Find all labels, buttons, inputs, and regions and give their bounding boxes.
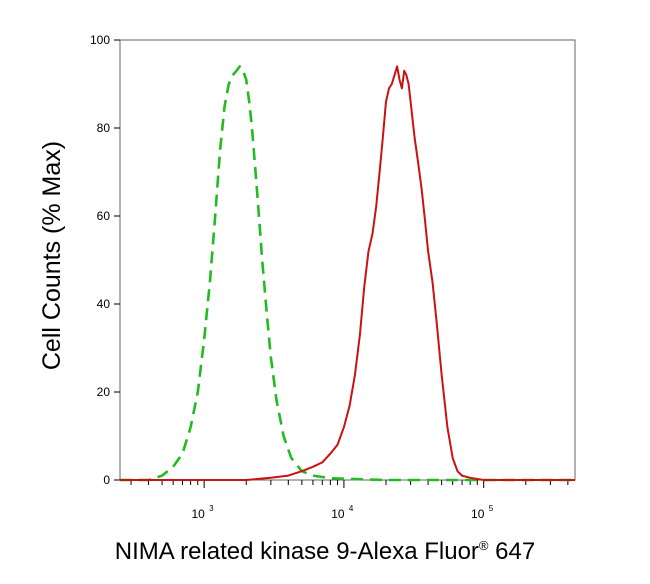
x-tick-label: 10 — [331, 507, 345, 521]
y-tick-label: 0 — [103, 473, 110, 487]
x-tick-label: 10 — [191, 507, 205, 521]
y-tick-labels: 0 20 40 60 80 100 — [90, 33, 110, 487]
y-tick-label: 80 — [97, 121, 111, 135]
x-tick-label-exponent: 5 — [489, 504, 494, 513]
x-tick-label-exponent: 3 — [209, 504, 214, 513]
control-histogram-line — [120, 65, 575, 482]
sample-histogram-line — [120, 65, 575, 481]
x-tick-label-exponent: 4 — [349, 504, 354, 513]
y-tick-label: 20 — [97, 385, 111, 399]
histogram-curves — [120, 65, 575, 482]
y-axis-label-text: Cell Counts (% Max) — [38, 140, 67, 370]
axis-ticks — [114, 39, 569, 488]
x-tick-label: 10 — [471, 507, 485, 521]
x-tick-labels: 10 3 10 4 10 5 — [191, 504, 493, 521]
x-axis-label-suffix: 647 — [488, 538, 536, 565]
registered-mark: ® — [478, 538, 489, 553]
y-tick-label: 60 — [97, 209, 111, 223]
x-axis-label-text: NIMA related kinase 9-Alexa Fluor — [114, 538, 479, 565]
y-axis-label: Cell Counts (% Max) — [32, 40, 74, 470]
plot-frame — [119, 39, 576, 481]
x-axis-label: NIMA related kinase 9-Alexa Fluor® 647 — [0, 538, 650, 566]
y-tick-label: 100 — [90, 33, 110, 47]
y-tick-label: 40 — [97, 297, 111, 311]
